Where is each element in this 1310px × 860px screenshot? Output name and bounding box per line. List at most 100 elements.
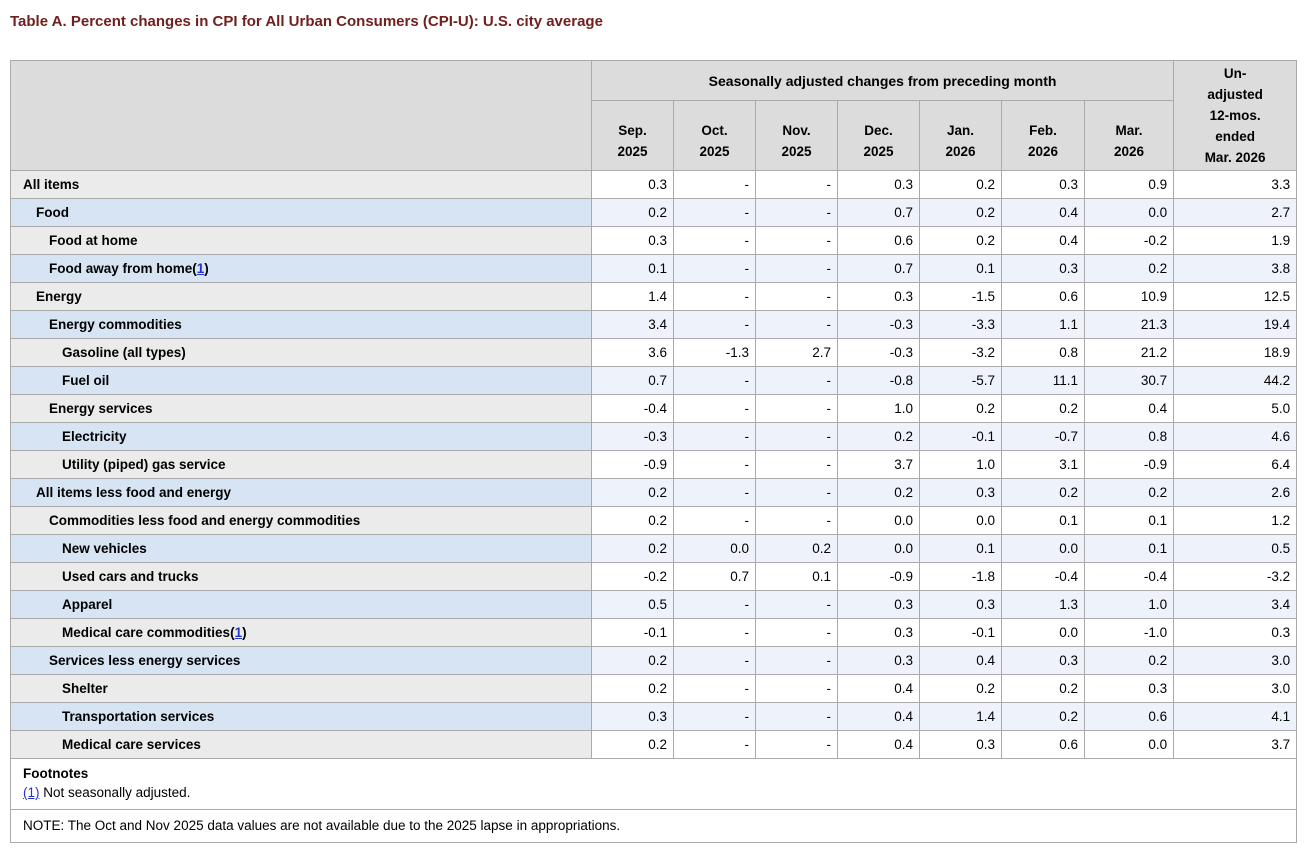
data-cell: 2.7 — [755, 338, 838, 367]
data-cell: -0.4 — [1001, 562, 1085, 591]
data-cell: 0.6 — [837, 226, 920, 255]
table-header: Seasonally adjusted changes from precedi… — [10, 60, 1298, 171]
table-row: Medical care services 0.2- -0.4 0.3 0.6 0.0 3.… — [10, 730, 1298, 759]
data-cell: 0.0 — [837, 506, 920, 535]
data-cell: 0.1 — [1083, 506, 1175, 535]
year-label: 2026 — [1027, 144, 1059, 159]
data-cell: 0.3 — [837, 646, 920, 675]
data-cell: 0.4 — [919, 646, 1002, 675]
data-cell: -0.3 — [591, 422, 674, 451]
data-cell: -0.4 — [591, 394, 674, 423]
month-label: Jan. — [946, 123, 974, 138]
year-label: 2025 — [617, 144, 648, 159]
data-cell: 44.2 — [1173, 366, 1298, 395]
data-cell: - — [673, 590, 756, 619]
group-header: Seasonally adjusted changes from precedi… — [590, 60, 1175, 101]
data-cell: 0.0 — [1001, 618, 1085, 647]
data-cell: 0.9 — [1083, 170, 1175, 199]
row-label: All items less food and energy — [10, 478, 592, 507]
footnote-ref-link[interactable]: 1 — [196, 261, 205, 276]
data-cell: 0.7 — [673, 562, 756, 591]
data-cell: 0.0 — [837, 534, 920, 563]
data-cell: 0.3 — [591, 170, 674, 199]
data-cell: -0.8 — [837, 366, 920, 395]
data-cell: 0.8 — [1083, 422, 1175, 451]
data-cell: 3.7 — [1173, 730, 1298, 759]
data-cell: - — [755, 450, 838, 479]
table-row: Energy 1.4- -0.3 -1.5 0.6 10.9 12.5 — [10, 282, 1298, 311]
row-label: Medical care commodities(1) — [10, 618, 592, 647]
data-cell: 0.1 — [919, 254, 1002, 283]
cpi-table: Seasonally adjusted changes from precedi… — [9, 60, 1298, 843]
data-cell: - — [755, 394, 838, 423]
data-cell: 10.9 — [1083, 282, 1175, 311]
data-cell: 0.2 — [591, 506, 674, 535]
data-cell: - — [673, 730, 756, 759]
data-cell: 0.2 — [919, 198, 1002, 227]
data-cell: 3.8 — [1173, 254, 1298, 283]
data-cell: 0.2 — [919, 394, 1002, 423]
data-cell: 0.4 — [1083, 394, 1175, 423]
data-cell: 1.4 — [919, 702, 1002, 731]
data-cell: - — [755, 702, 838, 731]
data-cell: 0.3 — [1173, 618, 1298, 647]
data-cell: 0.1 — [919, 534, 1002, 563]
data-cell: 0.3 — [919, 730, 1002, 759]
data-cell: 0.3 — [1001, 254, 1085, 283]
row-label: Utility (piped) gas service — [10, 450, 592, 479]
row-label: New vehicles — [10, 534, 592, 563]
data-cell: 2.6 — [1173, 478, 1298, 507]
data-cell: - — [673, 506, 756, 535]
data-cell: -0.9 — [591, 450, 674, 479]
note-row: NOTE: The Oct and Nov 2025 data values a… — [9, 809, 1298, 843]
data-cell: -0.3 — [837, 338, 920, 367]
table-row: Commodities less food and energy commodi… — [10, 506, 1298, 535]
corner-header-cell — [10, 60, 592, 171]
table-row: All items 0.3- -0.3 0.2 0.3 0.9 3.3 — [10, 170, 1298, 199]
data-cell: 0.2 — [1001, 394, 1085, 423]
data-cell: 0.3 — [837, 170, 920, 199]
data-cell: -1.8 — [919, 562, 1002, 591]
column-header-jan-2026: Jan. 2026 — [919, 100, 1002, 171]
data-cell: - — [755, 674, 838, 703]
table-row: Energy commodities 3.4- - -0.3 -3.3 1.1 21.3 19… — [10, 310, 1298, 339]
row-label: Transportation services — [10, 702, 592, 731]
data-cell: 0.3 — [919, 590, 1002, 619]
data-cell: -3.3 — [919, 310, 1002, 339]
data-cell: -0.9 — [837, 562, 920, 591]
data-cell: 0.4 — [837, 674, 920, 703]
row-label: Medical care services — [10, 730, 592, 759]
data-cell: 0.2 — [591, 730, 674, 759]
column-header-mar-2026: Mar. 2026 — [1083, 100, 1175, 171]
data-cell: -1.5 — [919, 282, 1002, 311]
footnote-link[interactable]: (1) — [23, 785, 40, 800]
month-header-row: Sep. 2025 Oct. 2025 Nov. 2025 Dec. 2025 … — [11, 100, 1297, 171]
data-cell: -1.3 — [673, 338, 756, 367]
table-row: Food 0.2- -0.7 0.2 0.4 0.0 2.7 — [10, 198, 1298, 227]
row-label: Apparel — [10, 590, 592, 619]
data-cell: -0.9 — [1083, 450, 1175, 479]
note-text: NOTE: The Oct and Nov 2025 data values a… — [23, 818, 621, 833]
data-cell: 3.0 — [1173, 674, 1298, 703]
data-cell: -5.7 — [919, 366, 1002, 395]
row-label: Services less energy services — [10, 646, 592, 675]
data-cell: 0.2 — [1001, 674, 1085, 703]
data-cell: 5.0 — [1173, 394, 1298, 423]
footnote-ref-link[interactable]: 1 — [234, 625, 243, 640]
data-cell: - — [673, 478, 756, 507]
data-cell: 0.4 — [837, 702, 920, 731]
year-label: 2025 — [781, 144, 812, 159]
data-cell: 0.2 — [837, 422, 920, 451]
month-label: Mar. — [1115, 123, 1143, 138]
table-row: Electricity -0.3- -0.2 -0.1 -0.7 0.8 4.6 — [10, 422, 1298, 451]
year-label: 2025 — [863, 144, 894, 159]
data-cell: -0.3 — [837, 310, 920, 339]
data-cell: 0.3 — [837, 590, 920, 619]
data-cell: 18.9 — [1173, 338, 1298, 367]
footnotes-row: Footnotes (1) Not seasonally adjusted. — [9, 758, 1298, 810]
data-cell: 0.2 — [591, 478, 674, 507]
data-cell: -0.2 — [1083, 226, 1175, 255]
month-label: Nov. — [782, 123, 811, 138]
row-label: Food away from home(1) — [10, 254, 592, 283]
data-cell: 0.6 — [1001, 282, 1085, 311]
